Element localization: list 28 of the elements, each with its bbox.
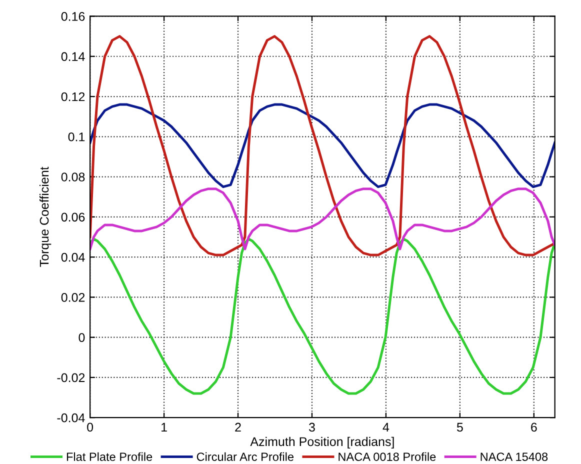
y-tick-label: 0.1	[68, 132, 85, 142]
line-series	[90, 103, 555, 188]
line-series	[90, 238, 555, 395]
x-tick-label: 4	[382, 422, 390, 432]
x-tick-label: 2	[235, 422, 241, 432]
y-tick-label: 0.08	[61, 172, 85, 182]
line-series	[90, 35, 555, 256]
y-axis-title: Torque Coefficient	[40, 166, 52, 267]
line-series	[90, 188, 555, 250]
legend-label: Flat Plate Profile	[66, 452, 152, 461]
x-axis-title: Azimuth Position [radians]	[250, 436, 394, 449]
y-tick-label: 0.16	[61, 12, 85, 21]
legend-label: NACA 15408	[480, 452, 548, 461]
y-tick-label: 0.14	[61, 52, 85, 62]
x-tick-label: 5	[456, 422, 463, 432]
y-tick-label: 0.02	[61, 292, 85, 302]
x-tick-label: 6	[531, 422, 537, 432]
y-tick-label: 0.06	[61, 212, 85, 222]
y-tick-label: 0.04	[61, 252, 85, 262]
y-tick-label: -0.02	[57, 373, 85, 382]
x-tick-label: 0	[87, 422, 94, 432]
y-tick-label: 0.12	[61, 92, 85, 102]
y-tick-label: 0	[78, 333, 85, 342]
y-tick-label: -0.04	[57, 413, 85, 422]
x-tick-label: 3	[308, 422, 315, 432]
legend-label: Circular Arc Profile	[196, 452, 294, 461]
x-tick-label: 1	[162, 422, 167, 432]
legend-label: NACA 0018 Profile	[338, 452, 436, 461]
